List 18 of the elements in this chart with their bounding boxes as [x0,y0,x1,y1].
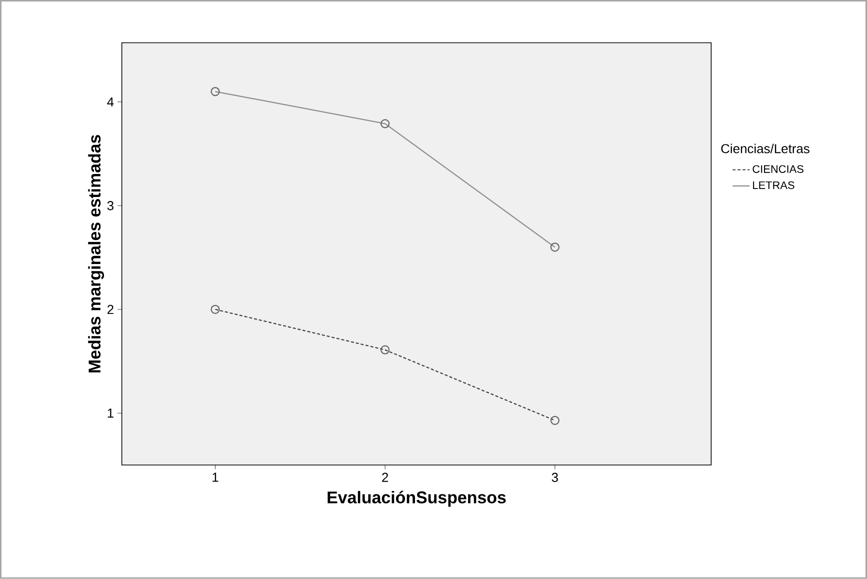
y-axis-title: Medias marginales estimadas [88,135,104,372]
y-tick-label: 3 [107,201,114,210]
x-axis-title: EvaluaciónSuspensos [328,490,506,507]
legend-title: Ciencias/Letras [721,144,810,154]
legend-label: CIENCIAS [752,165,804,174]
y-tick-label: 1 [108,408,114,418]
x-tick-label: 3 [552,472,558,482]
point [550,242,560,252]
legend-label: LETRAS [753,181,794,190]
point [380,345,390,354]
point [210,304,220,314]
y-tick-label: 2 [107,304,114,314]
x-tick-label: 2 [382,472,388,482]
y-tick-label: 4 [107,98,114,106]
point [550,416,560,426]
point [210,87,220,96]
point [380,119,390,128]
x-tick-label: 1 [212,472,218,482]
